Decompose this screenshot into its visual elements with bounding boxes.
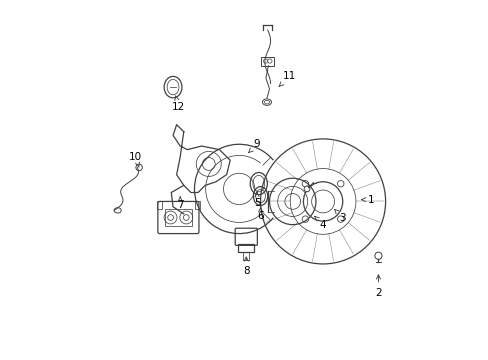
Bar bbox=[261, 57, 274, 66]
Text: 10: 10 bbox=[129, 152, 142, 167]
Bar bbox=[194, 201, 200, 208]
Bar bbox=[238, 244, 254, 252]
Text: 11: 11 bbox=[279, 71, 295, 86]
Text: 12: 12 bbox=[171, 96, 184, 112]
Text: 6: 6 bbox=[257, 208, 264, 221]
Circle shape bbox=[304, 186, 309, 192]
Text: 1: 1 bbox=[361, 195, 374, 204]
Text: 2: 2 bbox=[374, 275, 381, 297]
Text: 4: 4 bbox=[314, 216, 325, 230]
Text: 7: 7 bbox=[177, 197, 183, 210]
Bar bbox=[157, 201, 162, 208]
Text: 5: 5 bbox=[253, 192, 260, 208]
Bar bbox=[164, 208, 191, 226]
Text: 9: 9 bbox=[248, 139, 260, 153]
Text: 8: 8 bbox=[243, 257, 249, 276]
Text: 3: 3 bbox=[334, 209, 346, 222]
